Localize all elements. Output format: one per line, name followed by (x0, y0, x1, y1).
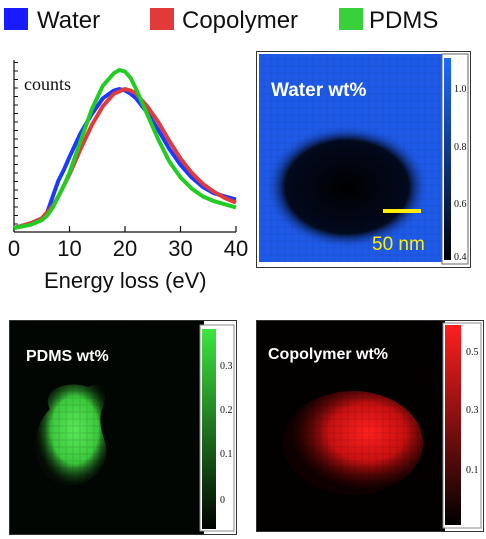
x-tick-label: 30 (168, 236, 192, 261)
scale-bar-label: 50 nm (372, 234, 425, 255)
copolymer-map-title: Copolymer wt% (268, 346, 388, 363)
legend-swatch-water (4, 8, 28, 30)
copolymer-colorbar-tick: 0.1 (466, 465, 479, 476)
pdms-colorbar-tick: 0.3 (220, 361, 233, 372)
series-line-water (13, 87, 237, 230)
pdms-colorbar-tick: 0.1 (220, 449, 233, 460)
series-line-pdms (13, 68, 237, 230)
copolymer-colorbar (445, 325, 461, 525)
pdms-colorbar-tick: 0 (220, 495, 225, 506)
x-tick-label: 40 (224, 236, 248, 261)
pdms-map-title: PDMS wt% (26, 348, 109, 365)
legend-label-water: Water (37, 7, 101, 34)
scale-bar (383, 209, 421, 213)
legend-label-pdms: PDMS (369, 7, 439, 34)
x-tick-label: 20 (113, 236, 137, 261)
x-axis-label: Energy loss (eV) (44, 268, 207, 293)
copolymer-colorbar-tick: 0.5 (466, 347, 479, 358)
copolymer-map-panel: Copolymer wt% 0.5 0.3 0.1 (256, 320, 484, 532)
legend-swatch-copolymer (150, 8, 174, 30)
water-colorbar-tick: 0.8 (454, 142, 467, 153)
water-map-panel: Water wt% 50 nm 1.0 0.8 0.6 0.4 (256, 51, 471, 268)
pdms-map-panel: PDMS wt% 0.3 0.2 0.1 0 (9, 320, 237, 535)
water-map-title: Water wt% (271, 80, 366, 101)
legend-swatch-pdms (339, 8, 363, 30)
water-colorbar-tick: 0.6 (454, 199, 467, 210)
pdms-colorbar-tick: 0.2 (220, 405, 233, 416)
water-colorbar-tick: 1.0 (454, 84, 467, 95)
energy-loss-spectrum-chart: 0 10 20 30 40 counts Energy loss (eV) (8, 60, 248, 293)
pdms-colorbar (202, 329, 216, 529)
legend-label-copolymer: Copolymer (182, 7, 299, 34)
water-colorbar (444, 58, 451, 260)
water-colorbar-tick: 0.4 (454, 252, 467, 263)
copolymer-colorbar-tick: 0.3 (466, 405, 479, 416)
y-axis-label: counts (24, 74, 71, 94)
x-tick-label: 0 (8, 236, 20, 261)
x-tick-label: 10 (57, 236, 81, 261)
